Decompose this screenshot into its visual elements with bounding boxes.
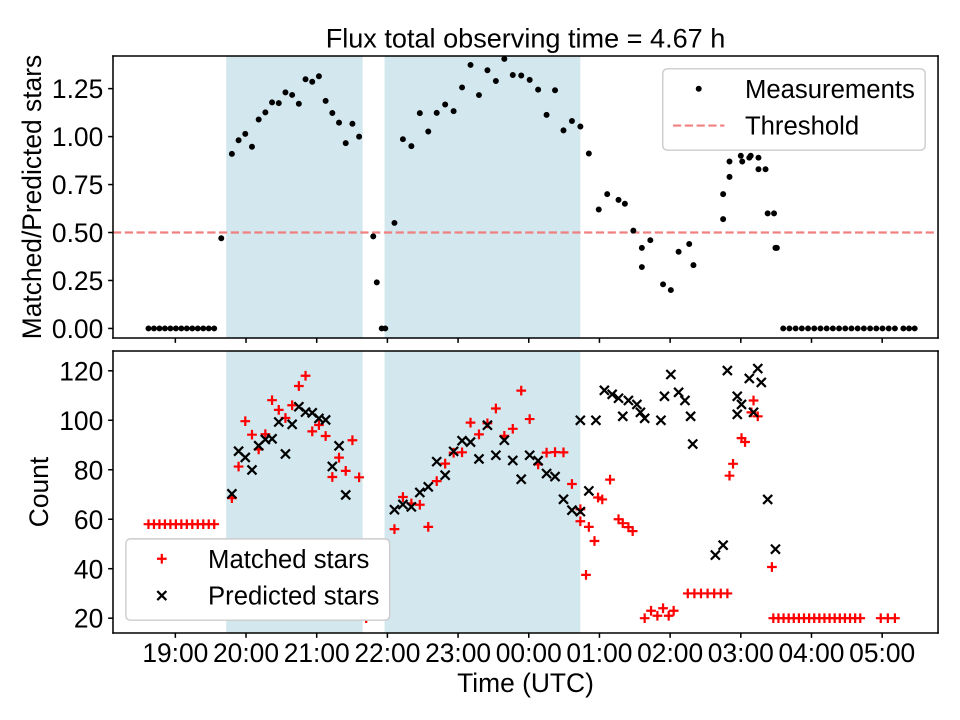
svg-text:Predicted stars: Predicted stars [208,583,379,611]
svg-text:20:00: 20:00 [213,638,279,668]
svg-text:19:00: 19:00 [142,638,208,668]
svg-text:Count: Count [24,456,54,527]
svg-text:Matched stars: Matched stars [208,546,369,574]
svg-text:05:00: 05:00 [849,638,915,668]
svg-text:0.75: 0.75 [52,170,103,200]
svg-text:Flux total observing time = 4.: Flux total observing time = 4.67 h [326,23,726,54]
svg-text:1.00: 1.00 [52,122,103,152]
svg-text:00:00: 00:00 [496,638,562,668]
svg-text:21:00: 21:00 [284,638,350,668]
svg-text:1.25: 1.25 [52,74,103,104]
svg-text:04:00: 04:00 [778,638,844,668]
svg-text:03:00: 03:00 [708,638,774,668]
svg-text:0.25: 0.25 [52,266,103,296]
svg-text:100: 100 [59,406,103,436]
svg-text:22:00: 22:00 [354,638,420,668]
svg-text:23:00: 23:00 [425,638,491,668]
svg-text:Time (UTC): Time (UTC) [457,668,594,698]
svg-text:0.00: 0.00 [52,314,103,344]
svg-text:Threshold: Threshold [745,113,859,141]
svg-text:02:00: 02:00 [637,638,703,668]
svg-text:60: 60 [74,505,103,535]
svg-text:Matched/Predicted stars: Matched/Predicted stars [17,55,47,339]
svg-text:80: 80 [74,455,103,485]
svg-text:20: 20 [74,604,103,634]
svg-text:Measurements: Measurements [745,76,915,104]
svg-text:01:00: 01:00 [566,638,632,668]
svg-text:40: 40 [74,554,103,584]
svg-text:120: 120 [59,356,103,386]
svg-text:0.50: 0.50 [52,218,103,248]
